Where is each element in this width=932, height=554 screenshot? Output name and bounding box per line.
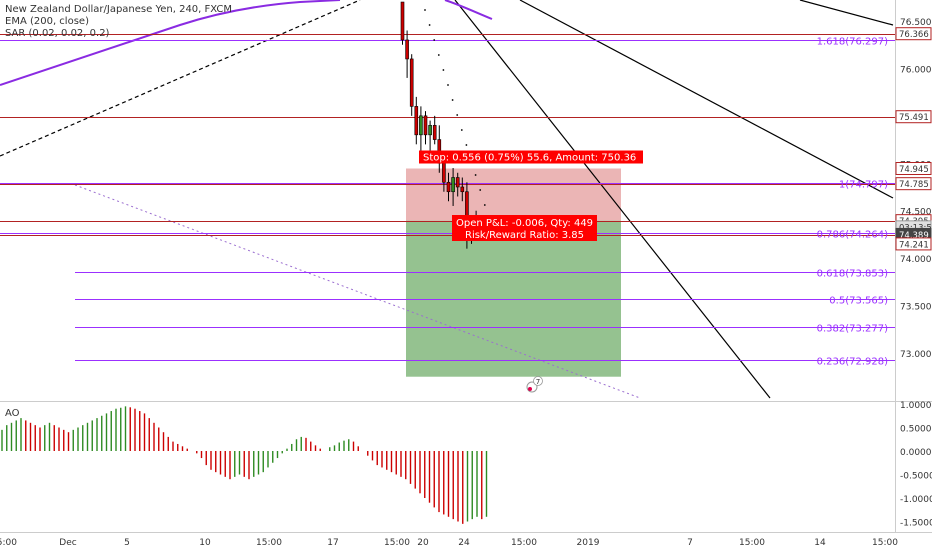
sar-dot (456, 114, 459, 116)
legend-ema[interactable]: EMA (200, close) (5, 16, 89, 27)
y-tick-label: 73.500 (900, 303, 932, 313)
candle (400, 1, 405, 41)
fib-label: 0.618(73.853) (817, 269, 889, 280)
stop-label: Stop: 0.556 (0.75%) 55.6, Amount: 750.36 (423, 153, 636, 164)
ao-y-tick-label: 0.5000 (900, 425, 932, 435)
price-tag-label: 74.945 (899, 165, 929, 175)
trendline-1 (454, 0, 771, 399)
legend-sar[interactable]: SAR (0.02, 0.02, 0.2) (5, 28, 110, 39)
ao-title: AO (5, 408, 20, 419)
fib-label: 0.382(73.277) (817, 324, 889, 335)
x-tick-label: 10 (199, 538, 211, 548)
stop-zone (406, 168, 621, 221)
trendline-2 (519, 0, 894, 199)
sar-dot (428, 24, 431, 26)
candle (428, 125, 432, 136)
pnl-label: Open P&L: -0.006, Qty: 449 (456, 218, 593, 229)
sar-dot (479, 189, 482, 191)
y-tick-label: 76.000 (900, 65, 932, 75)
ao-y-tick-label: -0.5000 (900, 472, 932, 482)
trendline-dotted (74, 184, 641, 399)
sar-dot (465, 144, 468, 146)
x-tick-label: 15:00 (384, 538, 410, 548)
price-tag (895, 237, 932, 251)
x-tick-label: Dec (59, 538, 76, 548)
event-badge (533, 376, 543, 386)
x-tick-label: 20 (417, 538, 429, 548)
x-tick-label: 5 (124, 538, 130, 548)
candle (423, 115, 428, 136)
fib-label: 0.236(72.928) (817, 357, 889, 368)
candle (419, 115, 423, 136)
price-tag-label: 74.241 (899, 240, 929, 250)
price-tag-label: 76.366 (899, 30, 929, 40)
price-tag (895, 177, 932, 191)
rr-label: Risk/Reward Ratio: 3.85 (465, 230, 584, 241)
fib-label: 1(74.797) (839, 180, 888, 191)
y-tick-label: 74.000 (900, 255, 932, 265)
price-tag-label: 74.785 (899, 180, 929, 190)
x-tick-label: 2019 (577, 538, 600, 548)
sar-dot (447, 84, 449, 86)
price-tag-label: 75.491 (899, 113, 929, 123)
x-tick-label: 15:00 (511, 538, 537, 548)
sar-dot (483, 204, 486, 206)
stop-label-box (419, 150, 643, 164)
sar-dot (460, 129, 463, 131)
price-tag (895, 110, 932, 124)
pnl-label-box (452, 215, 597, 241)
candle (455, 177, 460, 188)
ao-y-tick-label: -1.5000 (900, 519, 932, 529)
x-tick-label: 7 (687, 538, 693, 548)
candle (414, 106, 419, 136)
legend-symbol[interactable]: New Zealand Dollar/Japanese Yen, 240, FX… (5, 4, 233, 15)
sar-dot (433, 39, 436, 41)
sar-dot (442, 69, 445, 71)
y-tick-label: 73.000 (900, 350, 932, 360)
candle (446, 181, 451, 193)
x-tick-label: 14 (814, 538, 826, 548)
trendline-3 (799, 0, 894, 26)
candle (432, 125, 437, 140)
candle (409, 58, 414, 107)
event-badge-count: 7 (536, 378, 540, 386)
x-tick-label: 15:00 (256, 538, 282, 548)
x-tick-label: 17 (327, 538, 338, 548)
candle (442, 162, 446, 183)
candle (460, 186, 465, 193)
y-tick-label: 76.500 (900, 18, 932, 28)
ema-line (0, 0, 493, 86)
sar-dot (437, 54, 440, 56)
event-marker-dot (528, 387, 532, 391)
x-tick-label: 24 (458, 538, 470, 548)
x-tick-label: 15:00 (872, 538, 898, 548)
candle (451, 177, 455, 193)
fib-label: 1.618(76.297) (817, 37, 889, 48)
fib-label: 0.786(74.264) (817, 230, 889, 241)
target-zone (406, 220, 621, 377)
sar-dot (424, 9, 426, 11)
ao-y-tick-label: 0.0000 (900, 448, 932, 458)
sar-dot (474, 174, 477, 176)
x-tick-label: 15:00 (739, 538, 765, 548)
price-tag (895, 27, 932, 41)
price-tag (895, 162, 932, 176)
x-tick-label: 15:00 (0, 538, 17, 548)
ao-pane (0, 403, 895, 532)
y-tick-label: 74.500 (900, 208, 932, 218)
trendline-dashed (0, 0, 361, 157)
ao-y-tick-label: 1.0000 (900, 401, 932, 411)
ao-y-tick-label: -1.0000 (900, 495, 932, 505)
fib-label: 0.5(73.565) (829, 296, 888, 307)
chart-legend: New Zealand Dollar/Japanese Yen, 240, FX… (5, 4, 232, 40)
price-tag-label: 74.389 (899, 231, 929, 241)
candle (405, 39, 409, 60)
sar-dot (451, 99, 454, 101)
